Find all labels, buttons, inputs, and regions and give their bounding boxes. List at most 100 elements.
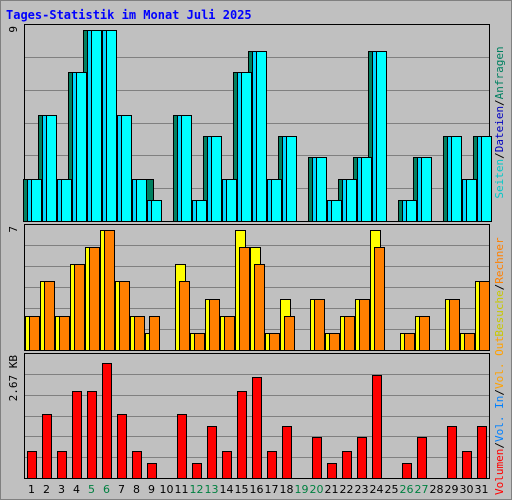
legend-entry: Dateien [493, 106, 506, 152]
y-max-label-middle: 7 [7, 226, 20, 233]
bar-rechner-day-2 [44, 281, 55, 351]
x-tick-label-day-20: 20 [310, 483, 324, 496]
bar-volumen-day-4 [72, 391, 82, 479]
bar-rechner-day-31 [479, 281, 490, 351]
bar-seiten-day-4 [76, 72, 87, 222]
x-tick-label-day-17: 17 [265, 483, 279, 496]
x-tick-label-day-12: 12 [190, 483, 204, 496]
bar-volumen-day-31 [477, 426, 487, 479]
x-tick-label-day-10: 10 [160, 483, 174, 496]
bar-volumen-day-23 [357, 437, 367, 479]
x-tick-label-day-25: 25 [385, 483, 399, 496]
bar-rechner-day-15 [239, 247, 250, 351]
bar-seiten-day-21 [331, 200, 342, 222]
x-tick-label-day-13: 13 [205, 483, 219, 496]
x-tick-label-day-7: 7 [118, 483, 125, 496]
bar-seiten-day-2 [46, 115, 57, 222]
x-tick-label-day-30: 30 [460, 483, 474, 496]
legend-middle: Besuche/Rechner [493, 237, 506, 337]
bar-rechner-day-3 [59, 316, 70, 351]
bar-seiten-day-17 [271, 179, 282, 222]
bar-rechner-day-5 [89, 247, 100, 351]
legend-entry: / [493, 99, 506, 106]
bar-rechner-day-21 [329, 333, 340, 351]
legend-entry: Vol. In [493, 396, 506, 442]
bar-seiten-day-27 [421, 157, 432, 222]
bar-volumen-day-16 [252, 377, 262, 479]
y-max-label-top: 9 [7, 26, 20, 33]
bar-volumen-day-9 [147, 463, 157, 479]
bar-volumen-day-5 [87, 391, 97, 479]
bar-rechner-day-7 [119, 281, 130, 351]
bar-rechner-day-29 [449, 299, 460, 351]
legend-entry: Besuche [493, 290, 506, 336]
x-tick-label-day-5: 5 [88, 483, 95, 496]
bar-seiten-day-15 [241, 72, 252, 222]
bar-volumen-day-29 [447, 426, 457, 479]
bar-rechner-day-26 [404, 333, 415, 351]
bar-seiten-day-26 [406, 200, 417, 222]
x-tick-label-day-22: 22 [340, 483, 354, 496]
x-tick-label-day-9: 9 [148, 483, 155, 496]
bar-volumen-day-14 [222, 451, 232, 479]
bar-rechner-day-14 [224, 316, 235, 351]
bar-volumen-day-18 [282, 426, 292, 479]
bar-rechner-day-13 [209, 299, 220, 351]
bar-rechner-day-9 [149, 316, 160, 351]
legend-entry: / [493, 152, 506, 159]
legend-entry: / [493, 389, 506, 396]
bar-rechner-day-11 [179, 281, 190, 351]
legend-entry: Vol. Out [493, 336, 506, 389]
x-tick-label-day-26: 26 [400, 483, 414, 496]
x-tick-label-day-8: 8 [133, 483, 140, 496]
bar-volumen-day-11 [177, 414, 187, 479]
x-tick-label-day-11: 11 [175, 483, 189, 496]
bar-seiten-day-5 [91, 30, 102, 222]
bar-volumen-day-27 [417, 437, 427, 479]
bar-seiten-day-16 [256, 51, 267, 222]
bar-volumen-day-30 [462, 451, 472, 479]
legend-entry: / [493, 442, 506, 449]
bar-seiten-day-23 [361, 157, 372, 222]
bar-seiten-day-1 [31, 179, 42, 222]
x-tick-label-day-18: 18 [280, 483, 294, 496]
bar-volumen-day-17 [267, 451, 277, 479]
bar-volumen-day-22 [342, 451, 352, 479]
x-tick-label-day-28: 28 [430, 483, 444, 496]
legend-entry: Seiten [493, 159, 506, 199]
bar-rechner-day-6 [104, 230, 115, 351]
bar-volumen-day-13 [207, 426, 217, 479]
bar-rechner-day-4 [74, 264, 85, 351]
bar-seiten-day-9 [151, 200, 162, 222]
bar-seiten-day-7 [121, 115, 132, 222]
bar-volumen-day-7 [117, 414, 127, 479]
bar-rechner-day-8 [134, 316, 145, 351]
bar-volumen-day-21 [327, 463, 337, 479]
bar-seiten-day-24 [376, 51, 387, 222]
bar-rechner-day-1 [29, 316, 40, 351]
bar-seiten-day-3 [61, 179, 72, 222]
bar-rechner-day-20 [314, 299, 325, 351]
y-max-label-bottom: 2.67 KB [7, 355, 20, 402]
bar-seiten-day-31 [481, 136, 492, 222]
x-tick-label-day-4: 4 [73, 483, 80, 496]
bar-seiten-day-8 [136, 179, 147, 222]
bar-volumen-day-15 [237, 391, 247, 479]
bar-rechner-day-23 [359, 299, 370, 351]
x-tick-label-day-6: 6 [103, 483, 110, 496]
bar-rechner-day-30 [464, 333, 475, 351]
x-tick-label-day-21: 21 [325, 483, 339, 496]
legend-top: Seiten/Dateien/Anfragen [493, 46, 506, 198]
bar-seiten-day-29 [451, 136, 462, 222]
bar-volumen-day-24 [372, 375, 382, 479]
bar-seiten-day-30 [466, 179, 477, 222]
bar-volumen-day-1 [27, 451, 37, 479]
bar-rechner-day-12 [194, 333, 205, 351]
bar-seiten-day-22 [346, 179, 357, 222]
bar-volumen-day-3 [57, 451, 67, 479]
bar-rechner-day-22 [344, 316, 355, 351]
bar-volumen-day-8 [132, 451, 142, 479]
chart-title: Tages-Statistik im Monat Juli 2025 [6, 8, 252, 22]
